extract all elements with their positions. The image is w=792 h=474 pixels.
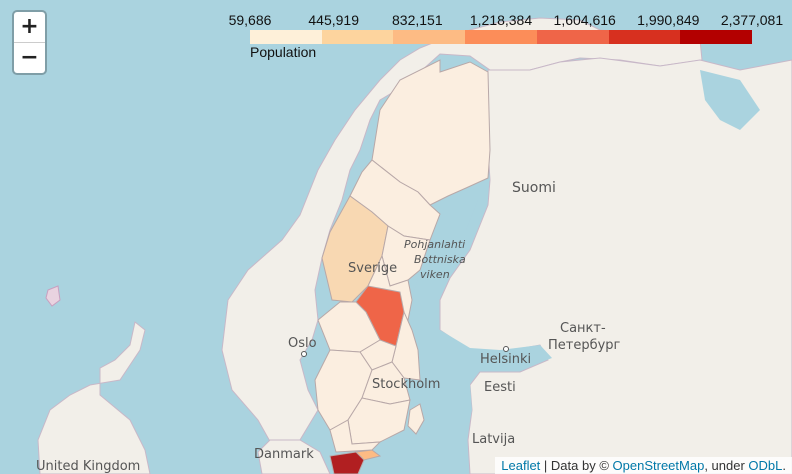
legend-color-ramp [250, 30, 753, 44]
county-gotland[interactable] [407, 403, 425, 435]
oslo-marker [301, 351, 307, 357]
label-spb-1: Санкт- [560, 321, 606, 336]
label-danmark: Danmark [254, 447, 314, 462]
label-eesti: Eesti [484, 380, 516, 395]
county-skane[interactable] [329, 451, 365, 474]
attribution-under: , under [704, 458, 749, 473]
land-uk [37, 321, 151, 474]
attribution-end: . [782, 458, 786, 473]
leaflet-link[interactable]: Leaflet [501, 458, 541, 473]
label-helsinki: Helsinki [480, 352, 531, 367]
label-gulf-3: viken [420, 268, 450, 281]
legend-tick: 832,151 [391, 12, 443, 28]
water-bothnia [408, 160, 552, 440]
osm-link[interactable]: OpenStreetMap [612, 458, 705, 473]
water-white-sea [700, 70, 760, 130]
population-legend: 59,686 445,919 832,151 1,218,384 1,604,6… [226, 12, 784, 62]
land-finland-russia [439, 57, 792, 474]
legend-caption: Population [250, 44, 317, 60]
legend-tick: 1,604,616 [553, 12, 616, 28]
label-uk: United Kingdom [36, 459, 140, 474]
legend-tick: 445,919 [308, 12, 359, 28]
legend-tick: 2,377,081 [720, 12, 784, 28]
label-suomi: Suomi [512, 180, 556, 196]
label-sverige: Sverige [348, 261, 397, 276]
legend-color-swatch [321, 30, 394, 44]
legend-color-swatch [680, 30, 753, 44]
attribution-sep: | Data by © [540, 458, 613, 473]
land-faroe [45, 285, 61, 307]
zoom-control: + − [12, 10, 47, 75]
legend-color-swatch [393, 30, 466, 44]
zoom-in-button[interactable]: + [20, 14, 39, 39]
sweden-counties[interactable] [314, 59, 491, 474]
county-halland-kronoberg[interactable] [329, 419, 382, 453]
legend-tick: 1,218,384 [469, 12, 533, 28]
odbl-link[interactable]: ODbL [748, 458, 783, 473]
label-gulf-2: Bottniska [414, 253, 466, 266]
zoom-out-button[interactable]: − [14, 42, 45, 73]
legend-color-swatch [250, 30, 322, 44]
attribution: Leaflet | Data by © OpenStreetMap, under… [495, 457, 792, 474]
label-stockholm: Stockholm [372, 377, 440, 392]
legend-color-swatch [536, 30, 609, 44]
legend-color-swatch [608, 30, 681, 44]
helsinki-marker [503, 346, 509, 352]
legend-tick: 1,990,849 [637, 12, 700, 28]
label-gulf-1: Pohjanlahti [404, 238, 465, 251]
label-oslo: Oslo [288, 336, 317, 351]
land-denmark [257, 439, 331, 474]
legend-color-swatch [465, 30, 537, 44]
label-spb-2: Петербург [548, 338, 621, 353]
legend-tick: 59,686 [228, 12, 272, 28]
label-latvija: Latvija [472, 432, 515, 447]
